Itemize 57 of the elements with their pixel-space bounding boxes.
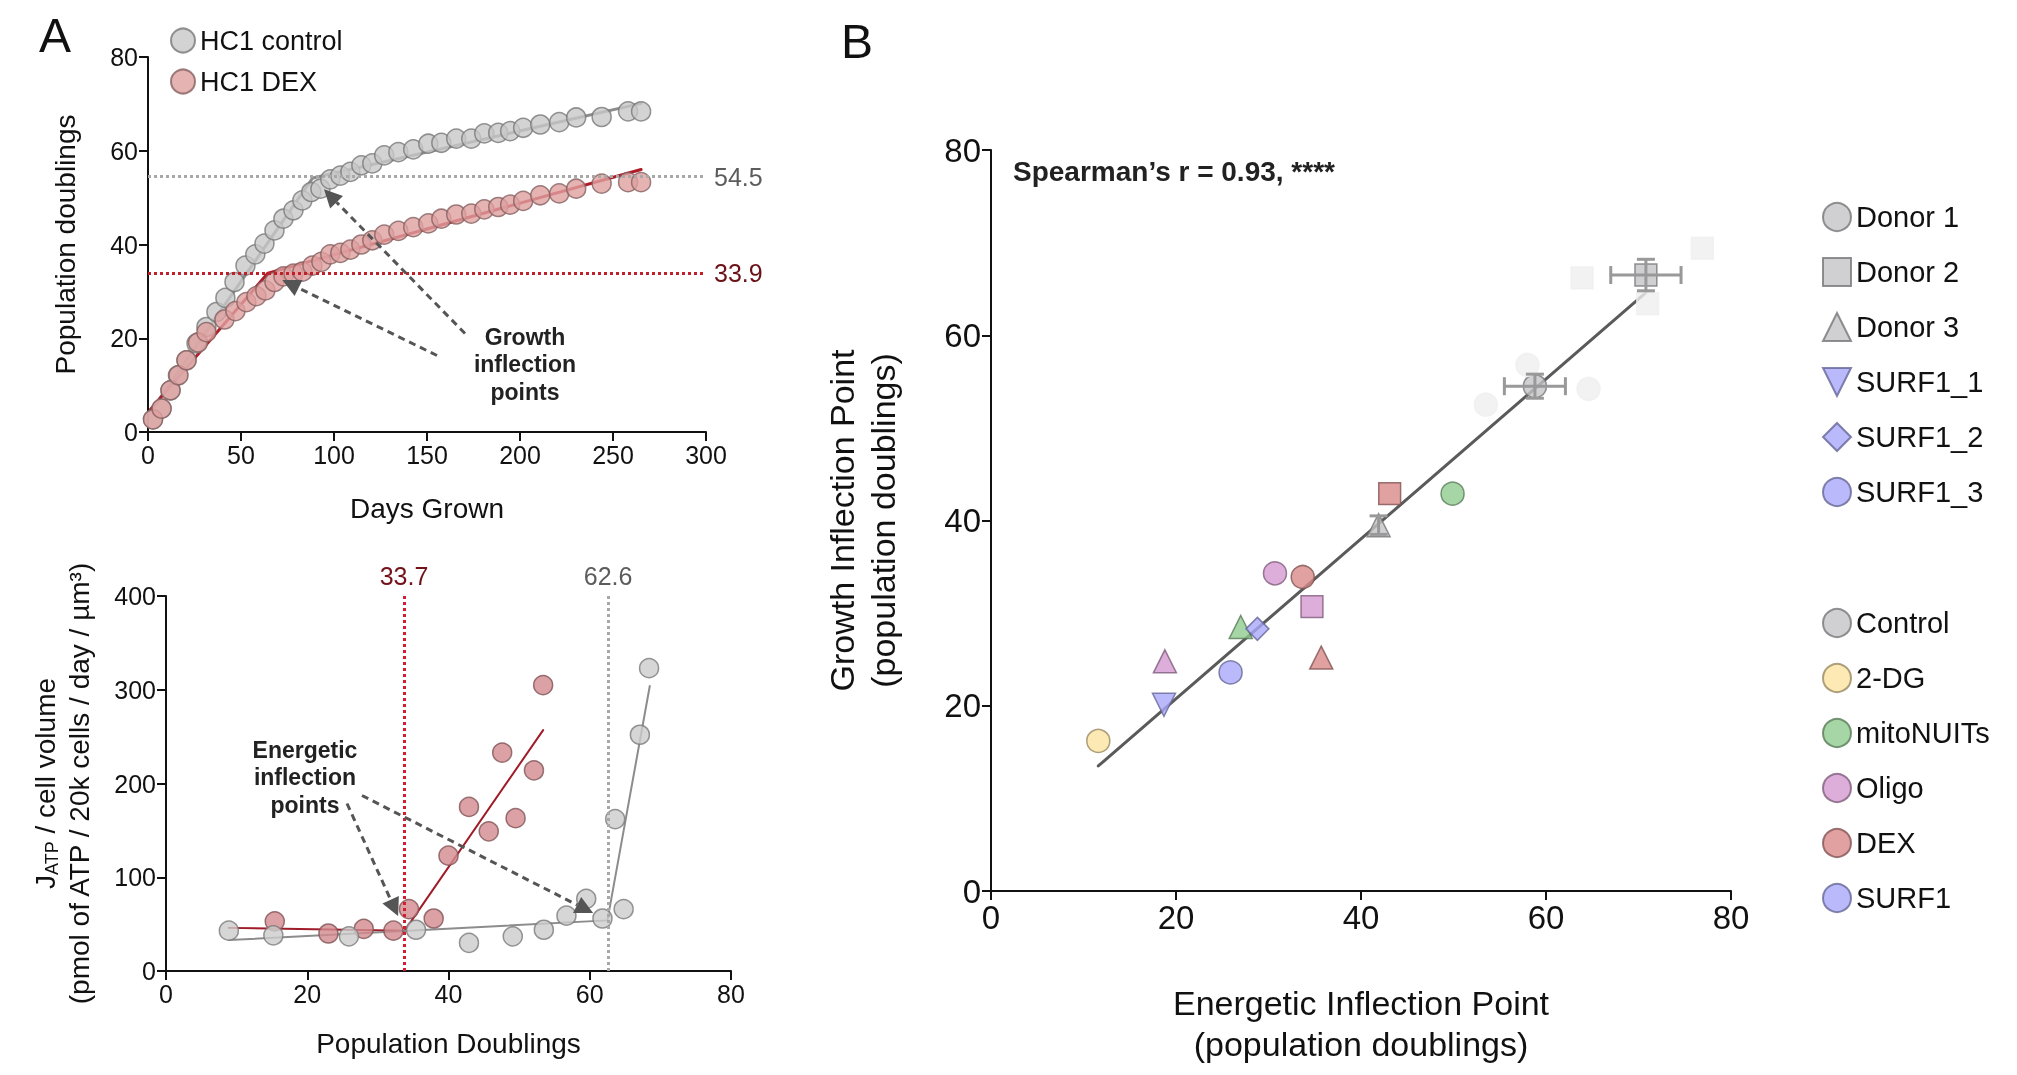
- x-tick-label: 100: [313, 440, 355, 469]
- x-tick-label: 200: [499, 440, 541, 469]
- legend-label: Donor 1: [1856, 201, 1960, 233]
- legend-label: SURF1_3: [1856, 476, 1984, 508]
- ref-line-label: 62.6: [583, 561, 633, 590]
- annotation: Growth inflection points: [472, 323, 578, 407]
- y-tick-label: 40: [944, 502, 981, 539]
- y-axis-title: Growth Inflection Point (population doublings): [822, 348, 902, 692]
- legend-label: HC1 control: [200, 25, 343, 56]
- legend-label: SURF1_1: [1856, 366, 1984, 398]
- x-tick-label: 50: [227, 440, 255, 469]
- y-axis-title: Population doublings: [49, 114, 81, 375]
- x-tick-label: 20: [293, 979, 322, 1008]
- legend-label: Control: [1856, 607, 1950, 639]
- x-axis-title: Population Doublings: [316, 1028, 581, 1060]
- y-tick-label: 200: [114, 769, 156, 798]
- y-tick-label: 60: [944, 316, 981, 354]
- chart-title: B: [841, 14, 874, 68]
- legend-label: SURF1: [1856, 882, 1952, 914]
- x-tick-label: 80: [717, 979, 745, 1008]
- y-tick-label: 400: [114, 582, 156, 610]
- chart-title: A: [39, 8, 72, 62]
- x-tick-label: 40: [434, 979, 463, 1008]
- y-tick-label: 80: [110, 43, 138, 71]
- y-tick-label: 100: [114, 863, 156, 892]
- ref-line-label: 33.9: [714, 259, 763, 288]
- legend-label: SURF1_2: [1856, 421, 1984, 453]
- x-tick-label: 300: [685, 440, 727, 469]
- legend-label: Donor 2: [1856, 256, 1960, 288]
- x-axis-title: Days Grown: [349, 493, 505, 525]
- x-axis-title: Energetic Inflection Point (population doublings): [1172, 984, 1550, 1064]
- x-tick-label: 150: [406, 440, 448, 469]
- y-tick-label: 80: [944, 131, 981, 169]
- legend-label: Donor 3: [1856, 311, 1960, 343]
- legend-label: 2-DG: [1856, 662, 1926, 694]
- x-tick-label: 250: [592, 440, 634, 469]
- x-tick-label: 60: [575, 979, 604, 1008]
- y-tick-label: 0: [962, 872, 981, 910]
- legend-label: DEX: [1856, 827, 1916, 859]
- ref-line-label: 33.7: [379, 561, 429, 590]
- y-tick-label: 0: [142, 957, 156, 985]
- y-tick-label: 20: [110, 324, 138, 353]
- annotation: Spearman’s r = 0.93, ****: [1013, 155, 1335, 189]
- annotation: Energetic inflection points: [251, 736, 359, 820]
- y-tick-label: 20: [944, 687, 981, 725]
- x-tick-label: 60: [1527, 899, 1565, 936]
- x-tick-label: 20: [1157, 899, 1195, 936]
- legend-label: HC1 DEX: [200, 66, 318, 97]
- x-tick-label: 80: [1712, 899, 1750, 936]
- legend-label: mitoNUITs: [1856, 717, 1990, 749]
- legend-label: Oligo: [1856, 772, 1924, 804]
- y-tick-label: 60: [110, 136, 138, 165]
- x-tick-label: 40: [1342, 899, 1380, 936]
- y-tick-label: 0: [124, 418, 138, 446]
- y-tick-label: 300: [114, 675, 156, 704]
- y-tick-label: 40: [110, 230, 138, 259]
- ref-line-label: 54.5: [714, 162, 763, 191]
